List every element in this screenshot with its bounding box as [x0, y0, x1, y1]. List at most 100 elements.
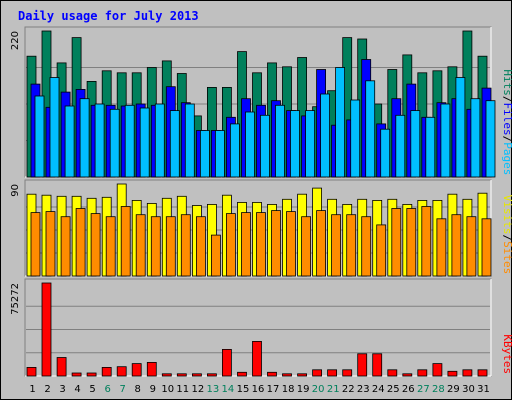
bar-sites-10	[165, 216, 176, 277]
legend-entry: KBytes	[501, 334, 512, 374]
bar-sites-6	[105, 216, 116, 277]
x-tick-label: 14	[222, 384, 235, 395]
bar-sites-26	[406, 208, 417, 277]
bar-sites-5	[90, 213, 101, 277]
bar-sites-8	[135, 214, 146, 277]
x-tick-label: 8	[135, 384, 141, 395]
bar-sites-11	[180, 214, 191, 277]
bar-pages-10	[169, 110, 180, 178]
legend-entry: Hits	[501, 69, 512, 96]
bar-sites-19	[301, 216, 312, 277]
x-tick-label: 9	[150, 384, 156, 395]
bar-kbytes-24	[372, 353, 383, 377]
bar-kbytes-18	[282, 373, 292, 377]
bar-sites-13	[210, 234, 221, 277]
bar-pages-19	[305, 110, 316, 178]
bar-pages-14	[229, 123, 240, 178]
bar-pages-16	[260, 114, 270, 178]
bar-kbytes-15	[237, 371, 247, 377]
x-tick-label: 3	[59, 384, 65, 395]
x-tick-label: 21	[327, 384, 340, 395]
bar-kbytes-4	[71, 372, 82, 377]
bar-kbytes-30	[462, 369, 473, 377]
y-max-label: 75272	[10, 283, 21, 315]
bar-pages-30	[470, 98, 481, 178]
x-tick-label: 18	[282, 384, 295, 395]
bar-kbytes-25	[387, 369, 398, 377]
bar-pages-28	[440, 103, 451, 178]
bar-pages-8	[139, 107, 150, 178]
x-tick-label: 10	[161, 384, 174, 395]
bar-pages-23	[365, 80, 376, 178]
x-tick-label: 29	[447, 384, 460, 395]
bar-pages-6	[109, 108, 120, 178]
panel-legend: Hits/Files/Pages	[501, 69, 512, 175]
x-tick-label: 31	[477, 384, 490, 395]
y-max-label: 90	[10, 184, 21, 197]
x-tick-label: 7	[120, 384, 126, 395]
bar-sites-22	[346, 214, 357, 277]
bar-pages-7	[124, 104, 135, 178]
bar-kbytes-29	[447, 370, 458, 377]
bar-kbytes-22	[342, 369, 353, 377]
bar-sites-16	[256, 212, 266, 277]
x-tick-label: 5	[89, 384, 95, 395]
bar-pages-21	[335, 67, 346, 178]
panel-bot: 75272 KBytes	[10, 278, 512, 377]
bar-sites-7	[120, 206, 131, 277]
bar-pages-11	[184, 103, 195, 178]
x-tick-label: 12	[192, 384, 205, 395]
bar-kbytes-13	[206, 373, 217, 377]
bar-kbytes-3	[56, 357, 67, 377]
x-tick-label: 4	[74, 384, 80, 395]
legend-entry: Files	[501, 103, 512, 136]
bar-kbytes-10	[161, 373, 172, 377]
bar-sites-1	[30, 212, 41, 277]
bar-kbytes-19	[297, 373, 308, 377]
bar-pages-13	[214, 130, 225, 178]
x-tick-label: 25	[387, 384, 400, 395]
legend-entry: Pages	[501, 142, 512, 175]
x-tick-label: 30	[462, 384, 475, 395]
x-tick-label: 26	[402, 384, 415, 395]
bar-pages-1	[34, 95, 45, 178]
bar-kbytes-7	[116, 366, 127, 377]
legend-entry: Visits	[501, 195, 512, 235]
x-tick-label: 23	[357, 384, 370, 395]
bar-sites-31	[481, 218, 492, 277]
bar-kbytes-17	[267, 371, 277, 377]
bar-pages-3	[64, 105, 75, 178]
x-tick-label: 24	[372, 384, 385, 395]
bar-sites-21	[331, 214, 342, 277]
bar-kbytes-2	[41, 282, 52, 377]
bar-kbytes-26	[402, 373, 413, 377]
bar-sites-23	[361, 216, 372, 277]
legend-entry: /	[501, 235, 512, 242]
legend-entry: Sites	[501, 241, 512, 274]
x-tick-label: 6	[105, 384, 111, 395]
bar-sites-20	[316, 210, 327, 277]
bar-pages-29	[455, 77, 466, 178]
series-pages	[34, 67, 496, 178]
bar-sites-15	[241, 212, 251, 277]
bar-pages-15	[245, 111, 255, 178]
bar-pages-22	[350, 99, 361, 178]
x-tick-label: 17	[267, 384, 280, 395]
panel-legend: KBytes	[501, 334, 512, 374]
legend-entry: /	[501, 136, 512, 143]
series-sites	[30, 206, 492, 277]
x-tick-label: 27	[417, 384, 430, 395]
series-kbytes	[26, 282, 488, 377]
panel-legend: Visits/Sites	[501, 195, 512, 274]
x-tick-label: 15	[237, 384, 250, 395]
x-tick-label: 20	[312, 384, 325, 395]
bar-pages-20	[320, 93, 331, 178]
bar-pages-27	[425, 116, 436, 178]
bar-sites-18	[286, 211, 296, 277]
chart-title: Daily usage for July 2013	[18, 9, 199, 23]
bar-sites-4	[75, 208, 86, 277]
bar-kbytes-14	[221, 348, 232, 377]
bar-sites-25	[391, 208, 402, 277]
bar-kbytes-9	[146, 361, 157, 377]
